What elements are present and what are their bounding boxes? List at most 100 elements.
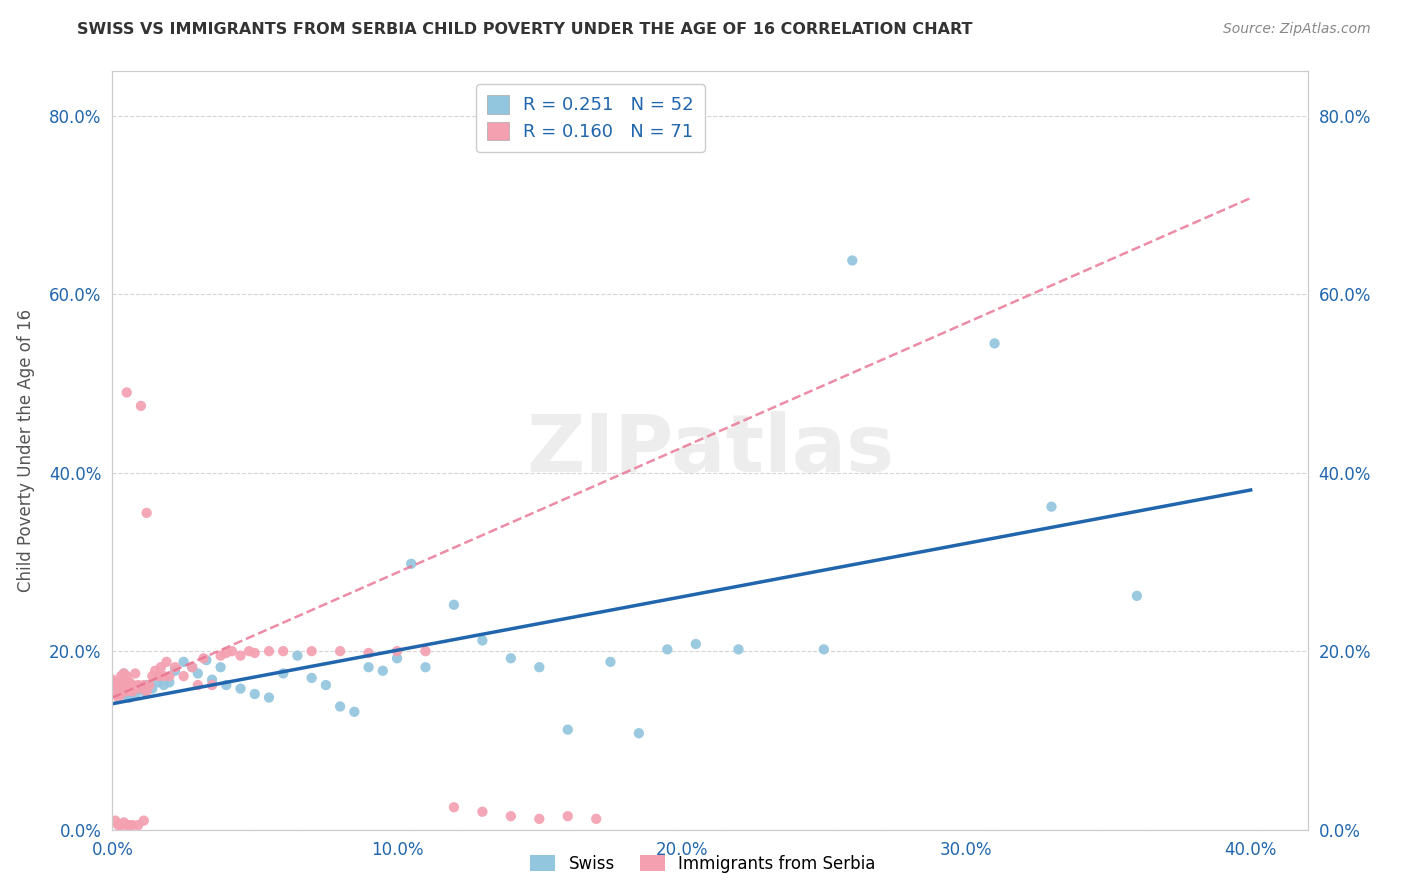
Point: [112, 666, 135, 681]
Point: [499, 809, 522, 823]
Point: [165, 664, 187, 678]
Point: [132, 684, 155, 698]
Point: [329, 699, 352, 714]
Point: [657, 642, 679, 657]
Point: [107, 818, 129, 832]
Point: [499, 651, 522, 665]
Point: [209, 648, 232, 663]
Point: [118, 818, 141, 832]
Point: [124, 681, 146, 696]
Point: [1040, 500, 1063, 514]
Point: [135, 678, 157, 692]
Point: [112, 815, 135, 830]
Point: [129, 681, 152, 696]
Text: ZIPatlas: ZIPatlas: [526, 411, 894, 490]
Point: [132, 678, 155, 692]
Point: [385, 644, 408, 658]
Point: [173, 669, 195, 683]
Point: [107, 681, 129, 696]
Point: [112, 675, 135, 690]
Point: [585, 812, 607, 826]
Point: [141, 669, 163, 683]
Point: [529, 660, 551, 674]
Point: [471, 633, 494, 648]
Point: [101, 684, 124, 698]
Point: [115, 678, 138, 692]
Point: [685, 637, 707, 651]
Point: [357, 646, 380, 660]
Y-axis label: Child Poverty Under the Age of 16: Child Poverty Under the Age of 16: [17, 309, 35, 592]
Point: [243, 687, 266, 701]
Point: [110, 669, 132, 683]
Point: [135, 506, 157, 520]
Point: [118, 690, 141, 705]
Point: [138, 678, 160, 692]
Legend: R = 0.251   N = 52, R = 0.160   N = 71: R = 0.251 N = 52, R = 0.160 N = 71: [477, 84, 704, 152]
Point: [107, 678, 129, 692]
Legend: Swiss, Immigrants from Serbia: Swiss, Immigrants from Serbia: [523, 848, 883, 880]
Point: [271, 666, 294, 681]
Point: [187, 666, 209, 681]
Point: [121, 684, 143, 698]
Point: [193, 651, 215, 665]
Point: [243, 646, 266, 660]
Point: [221, 644, 243, 658]
Point: [329, 644, 352, 658]
Point: [129, 399, 152, 413]
Point: [146, 675, 169, 690]
Point: [195, 653, 218, 667]
Point: [287, 648, 309, 663]
Point: [129, 680, 152, 694]
Point: [127, 681, 149, 696]
Point: [112, 681, 135, 696]
Point: [443, 598, 465, 612]
Point: [401, 557, 423, 571]
Point: [143, 664, 166, 678]
Point: [155, 655, 177, 669]
Point: [181, 660, 204, 674]
Point: [118, 681, 141, 696]
Point: [104, 814, 127, 828]
Point: [415, 660, 437, 674]
Point: [110, 687, 132, 701]
Point: [149, 660, 172, 674]
Text: Source: ZipAtlas.com: Source: ZipAtlas.com: [1223, 22, 1371, 37]
Point: [112, 666, 135, 681]
Point: [104, 675, 127, 690]
Point: [107, 690, 129, 705]
Point: [152, 669, 174, 683]
Point: [115, 689, 138, 703]
Point: [385, 651, 408, 665]
Point: [110, 680, 132, 694]
Point: [357, 660, 380, 674]
Point: [257, 644, 280, 658]
Point: [813, 642, 835, 657]
Point: [238, 644, 260, 658]
Point: [343, 705, 366, 719]
Point: [415, 644, 437, 658]
Point: [301, 671, 323, 685]
Point: [146, 669, 169, 683]
Point: [301, 644, 323, 658]
Point: [229, 681, 252, 696]
Point: [157, 675, 180, 690]
Point: [115, 385, 138, 400]
Point: [215, 646, 238, 660]
Point: [110, 675, 132, 690]
Point: [181, 660, 204, 674]
Point: [201, 678, 224, 692]
Point: [201, 673, 224, 687]
Point: [121, 818, 143, 832]
Point: [257, 690, 280, 705]
Point: [841, 253, 863, 268]
Text: SWISS VS IMMIGRANTS FROM SERBIA CHILD POVERTY UNDER THE AGE OF 16 CORRELATION CH: SWISS VS IMMIGRANTS FROM SERBIA CHILD PO…: [77, 22, 973, 37]
Point: [443, 800, 465, 814]
Point: [110, 818, 132, 832]
Point: [627, 726, 650, 740]
Point: [529, 812, 551, 826]
Point: [557, 723, 579, 737]
Point: [187, 678, 209, 692]
Point: [165, 660, 187, 674]
Point: [173, 655, 195, 669]
Point: [209, 660, 232, 674]
